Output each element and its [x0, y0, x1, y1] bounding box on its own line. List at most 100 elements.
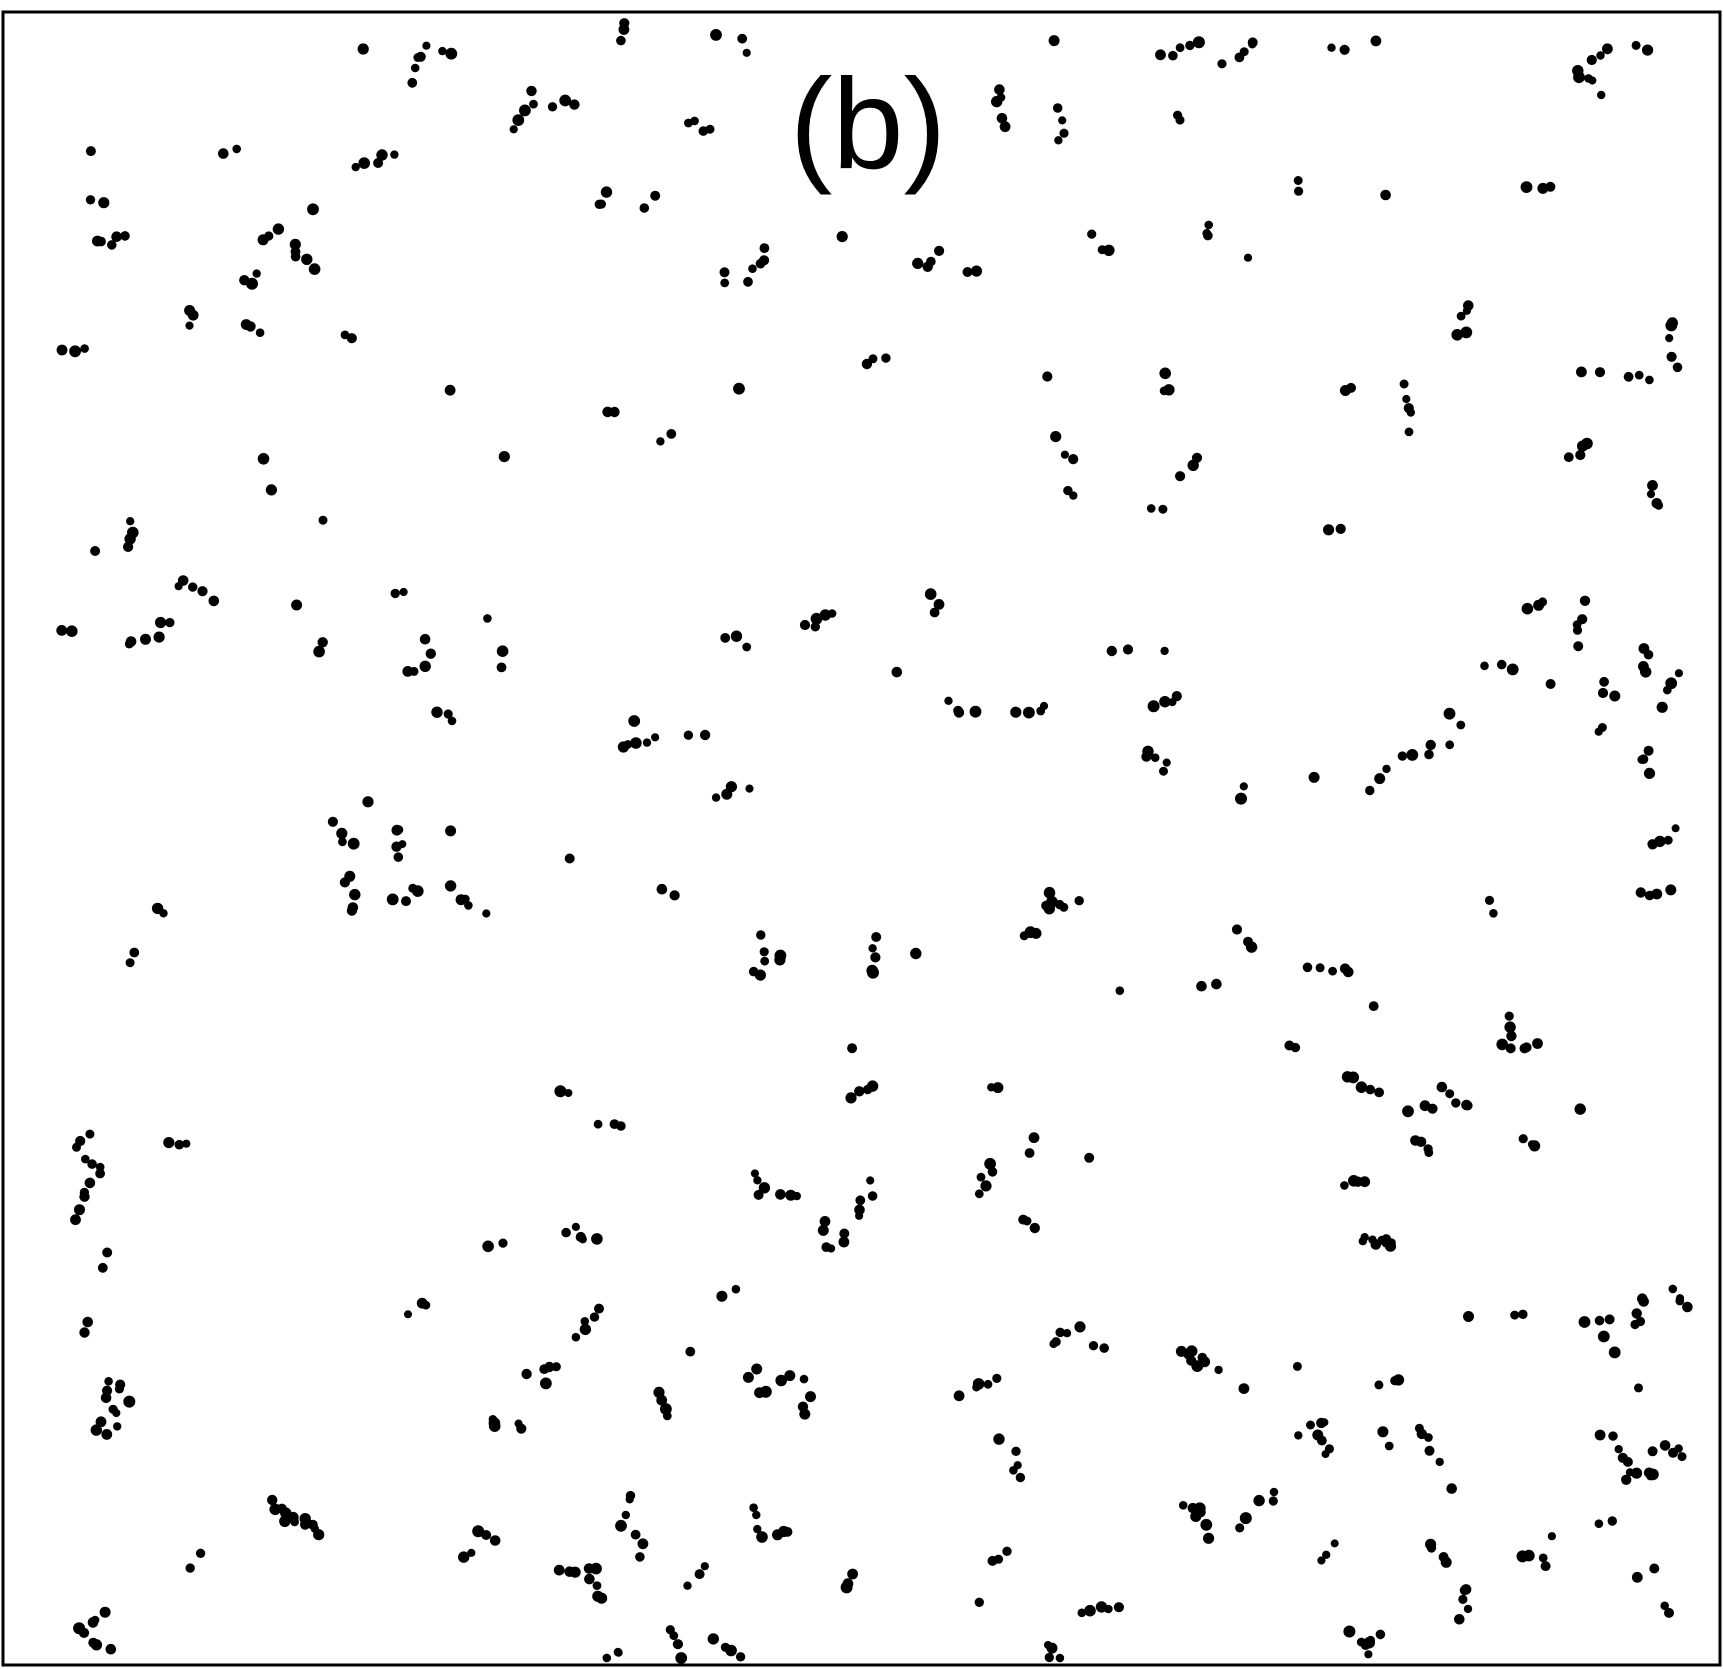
particle-dot — [1175, 43, 1185, 53]
particle-dot — [1594, 367, 1606, 378]
particle-dot — [589, 1312, 600, 1322]
particle-dot — [347, 837, 360, 850]
particle-dot — [1122, 644, 1134, 655]
particle-dot — [630, 1529, 641, 1540]
particle-dot — [1002, 1546, 1012, 1557]
particle-dot — [1594, 1429, 1606, 1441]
particle-dot — [1451, 1098, 1461, 1108]
particle-dot — [386, 893, 399, 906]
particle-dot — [1306, 1420, 1315, 1430]
particle-dot — [561, 1227, 571, 1238]
particle-dot — [104, 1377, 113, 1386]
particle-dot — [1199, 1356, 1211, 1368]
particle-dot — [609, 406, 620, 418]
particle-dot — [618, 24, 630, 35]
particle-dot — [1142, 745, 1154, 757]
particle-dot — [1456, 311, 1466, 321]
panel-label: (b) — [788, 50, 948, 200]
particle-dot — [120, 231, 130, 241]
particle-dot — [669, 890, 680, 901]
particle-dot — [100, 1392, 112, 1404]
particle-dot — [1631, 1467, 1643, 1479]
particle-dot — [482, 1240, 494, 1253]
particle-dot — [1039, 701, 1049, 711]
particle-dot — [1293, 176, 1303, 185]
particle-dot — [785, 1189, 797, 1201]
particle-dot — [1068, 454, 1079, 465]
particle-dot — [1245, 941, 1258, 953]
particle-dot — [753, 1524, 762, 1534]
particle-dot — [1368, 1001, 1379, 1011]
particle-dot — [690, 116, 699, 126]
particle-dot — [559, 94, 572, 107]
particle-dot — [1294, 186, 1304, 196]
particle-dot — [1217, 59, 1227, 69]
particle-dot — [1597, 90, 1606, 100]
particle-dot — [1532, 1038, 1543, 1049]
particle-dot — [163, 1137, 175, 1149]
particle-dot — [1382, 764, 1391, 774]
particle-dot — [1190, 1510, 1202, 1522]
particle-dot — [521, 1368, 532, 1380]
particle-dot — [1204, 220, 1213, 230]
particle-dot — [1445, 1089, 1455, 1099]
particle-dot — [496, 662, 507, 673]
particle-dot — [1147, 700, 1160, 713]
particle-dot — [1238, 1383, 1250, 1394]
particle-dot — [1529, 1140, 1541, 1152]
particle-dot — [1656, 701, 1668, 713]
particle-dot — [564, 853, 575, 864]
particle-dot — [1358, 1237, 1368, 1246]
particle-dot — [349, 888, 361, 901]
particle-dot — [580, 1317, 590, 1326]
particle-dot — [891, 666, 903, 678]
particle-dot — [376, 149, 388, 161]
particle-dot — [1424, 1445, 1435, 1456]
particle-dot — [338, 837, 347, 847]
particle-dot — [1424, 1433, 1433, 1442]
particle-dot — [481, 1530, 492, 1540]
particle-dot — [267, 1494, 278, 1506]
particle-dot — [621, 1510, 630, 1520]
particle-dot — [868, 944, 877, 953]
particle-dot — [407, 77, 418, 88]
particle-dot — [195, 1548, 206, 1559]
particle-dot — [710, 29, 722, 41]
particle-dot — [447, 716, 457, 726]
particle-dot — [630, 737, 642, 749]
particle-dot — [1159, 367, 1171, 380]
particle-dot — [821, 1242, 832, 1252]
particle-dot — [419, 660, 431, 672]
particle-dot — [1523, 1549, 1535, 1562]
particle-dot — [123, 1395, 136, 1408]
particle-dot — [185, 1563, 195, 1573]
particle-dot — [1159, 766, 1168, 776]
particle-dot — [1504, 1021, 1516, 1033]
particle-dot — [579, 1323, 592, 1336]
particle-dot — [639, 203, 650, 213]
particle-dot — [683, 730, 694, 740]
particle-dot — [56, 625, 68, 636]
particle-dot — [402, 666, 414, 677]
particle-dot — [1268, 1496, 1278, 1506]
particle-dot — [318, 515, 328, 525]
particle-dot — [391, 824, 403, 836]
particle-dot — [1203, 230, 1213, 241]
particle-dot — [401, 896, 411, 907]
particle-dot — [1426, 1543, 1437, 1553]
particle-dot — [970, 265, 983, 277]
particle-dot — [1521, 1042, 1532, 1053]
particle-dot — [464, 901, 473, 910]
particle-dot — [1520, 181, 1533, 194]
particle-dot — [1087, 229, 1097, 239]
particle-dot — [1573, 641, 1584, 652]
particle-dot — [1010, 706, 1022, 718]
particle-dot — [1203, 1532, 1215, 1544]
particle-dot — [600, 186, 613, 198]
particle-dot — [1682, 1301, 1693, 1313]
particle-dot — [969, 705, 982, 718]
particle-dot — [1175, 115, 1185, 125]
particle-dot — [187, 309, 199, 321]
particle-dot — [346, 905, 357, 916]
particle-dot — [1456, 720, 1466, 730]
